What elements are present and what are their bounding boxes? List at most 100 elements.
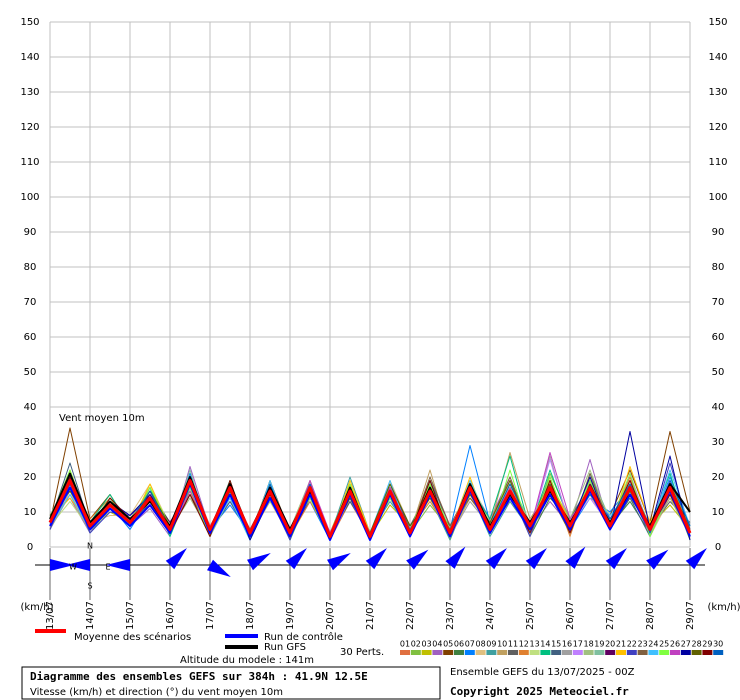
x-tick-label: 15/07	[125, 601, 136, 630]
wind-direction	[525, 548, 547, 570]
legend-label: 07	[465, 640, 475, 649]
x-tick-label: 29/07	[685, 601, 696, 630]
x-tick-label: 17/07	[205, 601, 216, 630]
y-tick-label: 140	[708, 52, 727, 63]
mean-line	[48, 479, 692, 538]
y-tick-label: 10	[712, 507, 725, 518]
legend-label: 17	[573, 640, 583, 649]
legend-label: 12	[519, 640, 529, 649]
legend-swatch	[400, 650, 410, 655]
compass-label: S	[87, 582, 92, 591]
y-tick-label: 130	[20, 87, 39, 98]
legend-swatch	[454, 650, 464, 655]
legend-swatch	[497, 650, 508, 655]
y-tick-label: 80	[24, 262, 37, 273]
legend-swatch	[551, 650, 562, 655]
legend-label: Run GFS	[264, 642, 306, 653]
legend-label: 28	[692, 640, 702, 649]
wind-direction	[445, 546, 466, 569]
legend-swatch	[594, 650, 605, 655]
legend-swatch	[562, 650, 572, 655]
legend-label: 23	[638, 640, 648, 649]
y-tick-label: 120	[708, 122, 727, 133]
y-tick-label: 90	[712, 227, 725, 238]
y-tick-label: 90	[24, 227, 37, 238]
legend-label: 02	[411, 640, 421, 649]
wind-direction	[285, 548, 307, 570]
y-tick-label: 100	[708, 192, 727, 203]
y-tick-label: 50	[712, 367, 725, 378]
x-tick-label: 16/07	[165, 601, 176, 630]
legend-label: 04	[432, 640, 442, 649]
y-axis-label: (km/h)	[20, 602, 53, 613]
legend-label: 09	[486, 640, 496, 649]
wind-direction	[247, 553, 271, 571]
legend-swatch	[691, 650, 702, 655]
legend-swatch	[529, 650, 540, 655]
x-tick-label: 14/07	[85, 601, 96, 630]
wind-direction	[327, 553, 351, 571]
legend-label: 05	[443, 640, 453, 649]
y-tick-label: 150	[20, 17, 39, 28]
legend-swatch	[475, 650, 486, 655]
legend-label: 15	[551, 640, 561, 649]
wind-direction	[165, 548, 187, 570]
y-tick-label: 40	[712, 402, 725, 413]
compass-label: W	[69, 563, 77, 572]
legend-label: 10	[497, 640, 507, 649]
legend-swatch	[518, 650, 529, 655]
x-tick-label: 21/07	[365, 601, 376, 630]
wind-direction	[50, 559, 74, 571]
legend-label: Moyenne des scénarios	[74, 631, 191, 643]
wind-direction	[646, 549, 669, 570]
y-tick-label: 20	[712, 472, 725, 483]
legend-swatch	[486, 650, 497, 655]
legend-swatch	[432, 650, 443, 655]
wind-direction	[66, 559, 90, 571]
legend-label: 03	[422, 640, 432, 649]
x-tick-label: 26/07	[565, 601, 576, 630]
wind-direction	[485, 548, 507, 570]
y-tick-label: 70	[712, 297, 725, 308]
legend-swatch	[702, 650, 713, 655]
legend-label: 27	[681, 640, 691, 649]
x-tick-label: 23/07	[445, 601, 456, 630]
legend-swatch	[410, 650, 421, 655]
wind-direction	[565, 546, 586, 569]
x-tick-label: 27/07	[605, 601, 616, 630]
x-tick-label: 19/07	[285, 601, 296, 630]
x-tick-label: 25/07	[525, 601, 536, 630]
y-tick-label: 30	[712, 437, 725, 448]
legend-label: 19	[594, 640, 604, 649]
y-tick-label: 110	[708, 157, 727, 168]
legend-swatch	[626, 650, 637, 655]
y-tick-label: 70	[24, 297, 37, 308]
y-tick-label: 30	[24, 437, 37, 448]
compass-label: E	[105, 563, 110, 572]
legend-swatch	[659, 650, 670, 655]
y-tick-label: 130	[708, 87, 727, 98]
y-tick-label: 10	[24, 507, 37, 518]
wind-direction	[406, 549, 429, 570]
legend-label: 14	[540, 640, 550, 649]
y-tick-label: 80	[712, 262, 725, 273]
y-tick-label: 50	[24, 367, 37, 378]
legend-swatch	[508, 650, 518, 655]
legend-label: 11	[508, 640, 518, 649]
legend-label: 22	[627, 640, 637, 649]
copyright: Copyright 2025 Meteociel.fr	[450, 685, 629, 698]
chart-title: Diagramme des ensembles GEFS sur 384h : …	[30, 670, 368, 683]
y-tick-label: 100	[20, 192, 39, 203]
info-box	[21, 666, 441, 700]
legend-label: 20	[605, 640, 615, 649]
wind-direction	[106, 559, 130, 571]
legend-swatch	[572, 650, 583, 655]
legend-swatch	[443, 650, 454, 655]
altitude: Altitude du modele : 141m	[180, 655, 314, 666]
legend-swatch	[670, 650, 680, 655]
y-axis-label: (km/h)	[707, 602, 740, 613]
y-tick-label: 120	[20, 122, 39, 133]
wind-direction	[685, 548, 707, 570]
legend-swatch	[680, 650, 691, 655]
legend-swatch	[421, 650, 432, 655]
